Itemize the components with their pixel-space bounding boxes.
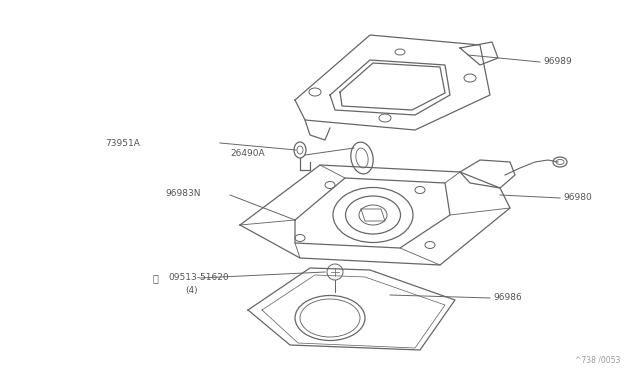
Text: Ⓢ: Ⓢ — [152, 273, 158, 283]
Text: 26490A: 26490A — [230, 150, 264, 158]
Text: 96980: 96980 — [563, 193, 592, 202]
Text: 73951A: 73951A — [105, 138, 140, 148]
Text: (4): (4) — [185, 286, 198, 295]
Text: 96986: 96986 — [493, 294, 522, 302]
Text: 96989: 96989 — [543, 58, 572, 67]
Text: 96983N: 96983N — [165, 189, 200, 198]
Text: ^738 /0053: ^738 /0053 — [575, 356, 620, 365]
Text: 09513-51620: 09513-51620 — [168, 273, 228, 282]
